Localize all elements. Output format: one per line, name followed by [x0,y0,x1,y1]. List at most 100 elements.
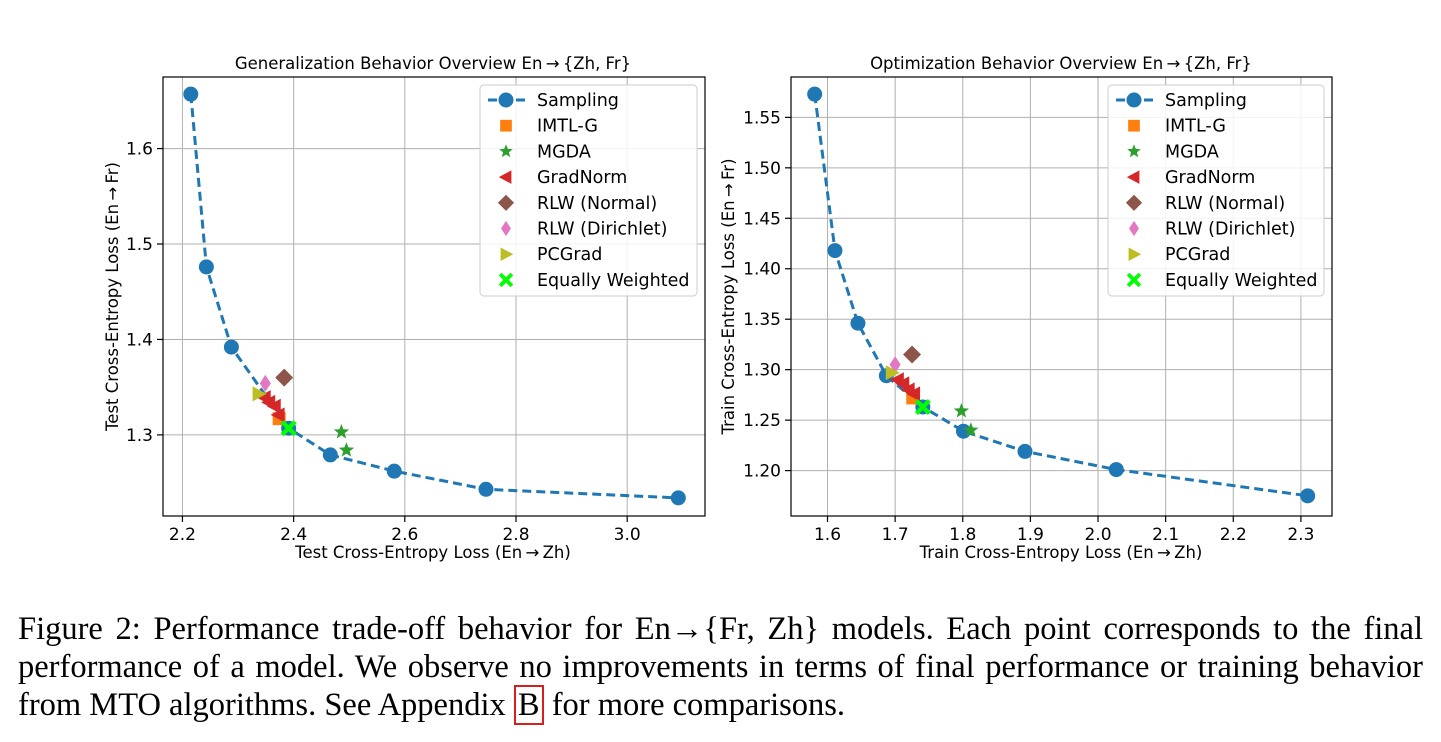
chart1-legend: Sampling IMTL-G MGDA GradNorm RLW (Normal) RL… [479,84,698,297]
chart1-series-pcgrad [252,386,267,402]
chart1-legend-label: Sampling [537,91,619,111]
chart1-point-pcgrad [252,386,267,402]
chart2-y-tick-label: 1.40 [743,260,781,280]
chart2-x-tick-label: 1.6 [814,525,841,545]
chart2-y-axis-label: Train Cross-Entropy Loss (En → Fr) [719,158,738,435]
chart2-y-tick-label: 1.25 [743,411,781,431]
chart2-legend-marker-imtl-g [1128,119,1140,132]
chart2-x-tick-label: 2.3 [1287,525,1314,545]
caption-text: Figure 2: Performance trade-off behavior… [18,611,1423,723]
chart2-title: Optimization Behavior Overview En → {Zh,… [870,54,1252,73]
appendix-link[interactable]: B [513,685,544,725]
chart2-x-tick-label: 2.1 [1152,525,1179,545]
chart2-series-rlw-normal [903,345,922,364]
chart2-legend-label: RLW (Normal) [1165,194,1285,214]
chart2-legend-marker-pcgrad [1128,247,1142,261]
chart1-y-tick-label: 1.4 [126,330,153,350]
chart2-point-pcgrad [885,365,900,381]
chart1-series-gradnorm [256,390,285,423]
chart1-point-mgda [338,442,355,457]
chart1-x-tick-label: 2.6 [391,525,418,545]
chart1-x-axis-label: Test Cross-Entropy Loss (En → Zh) [294,543,571,562]
chart2-series-gradnorm [889,372,921,402]
chart2-legend-label: Sampling [1165,91,1247,111]
chart2-legend-marker-rlw-normal [1125,194,1143,211]
chart1-legend-marker-mgda [499,144,513,158]
chart2-y-tick-label: 1.55 [743,108,781,128]
chart1-point-equally-weighted [280,420,297,437]
chart1-x-tick-label: 3.0 [614,525,641,545]
chart2-series-pcgrad [885,365,900,381]
chart1-legend-label: RLW (Dirichlet) [537,220,667,240]
chart1-series-rlw-dirichlet [259,374,271,392]
chart2-y-tick-label: 1.35 [743,310,781,330]
chart2-y-tick-label: 1.45 [743,209,781,229]
chart2-point-sampling [827,243,843,259]
chart2-legend-label: IMTL-G [1165,117,1226,137]
chart1-point-sampling [386,463,402,479]
chart1-y-tick-label: 1.3 [126,426,153,446]
chart1-point-sampling [670,490,686,506]
chart1-point-rlw-dirichlet [259,374,271,392]
chart2-x-tick-label: 1.7 [882,525,909,545]
chart1-legend-marker-rlw-normal [497,194,515,211]
chart1-x-tick-label: 2.4 [280,525,307,545]
chart2-axes-frame [790,76,1333,517]
chart2-y-tick-label: 1.20 [743,462,781,482]
chart2-series-equally-weighted [914,399,931,416]
chart1-legend-marker-sampling [498,92,514,108]
chart1-series-rlw-normal [275,368,294,387]
chart1-point-rlw-normal [275,368,294,387]
chart2-point-sampling [1108,462,1124,478]
chart1-axes-frame [162,76,706,517]
chart1-point-gradnorm [266,398,281,414]
chart2-x-tick-label: 1.9 [1017,525,1044,545]
chart1-point-mgda [333,424,350,439]
chart1-legend-box [479,84,698,297]
chart1-legend-label: Equally Weighted [537,271,689,291]
chart2-legend-marker-sampling [1126,92,1142,108]
chart2-x-tick-label: 2.2 [1220,525,1247,545]
chart2-y-tick-label: 1.30 [743,361,781,381]
chart2-x-tick-label: 1.8 [949,525,976,545]
chart1-series-mgda [333,424,355,457]
chart2-point-sampling [850,315,866,331]
optimization-chart: 1.6 1.7 1.8 1.9 2.0 2.1 2.2 2.3 1.20 1.25 1.30 1.35… [719,54,1333,562]
chart2-series-mgda [953,403,979,437]
chart2-point-gradnorm [906,386,921,402]
chart2-point-mgda [953,403,969,418]
chart1-y-tick-label: 1.5 [126,235,153,255]
chart2-point-sampling [1300,488,1316,504]
figure-caption: Figure 2: Performance trade-off behavior… [18,610,1423,725]
chart2-legend-marker-equally-weighted [1126,272,1142,288]
chart1-point-sampling [183,86,199,102]
chart2-point-sampling [1017,443,1033,459]
generalization-chart: 2.2 2.4 2.6 2.8 3.0 1.3 1.4 1.5 1.6 Generalizatio… [103,54,706,562]
chart2-x-axis-label: Train Cross-Entropy Loss (En → Zh) [919,543,1203,562]
chart1-sampling-line [189,94,679,500]
chart2-legend-label: RLW (Dirichlet) [1165,220,1295,240]
chart1-legend-label: MGDA [537,142,591,162]
chart2-legend-label: GradNorm [1165,168,1255,188]
chart1-point-sampling [198,259,214,275]
chart2-legend-marker-gradnorm [1126,170,1140,184]
chart1-point-sampling [223,339,239,355]
chart2-point-sampling [807,86,823,102]
chart1-y-axis-label: Test Cross-Entropy Loss (En → Fr) [103,162,122,432]
caption-tail: for more comparisons. [543,687,846,723]
chart1-legend-marker-gradnorm [498,170,512,184]
chart2-legend-label: Equally Weighted [1165,271,1317,291]
chart1-legend-label: PCGrad [537,245,602,265]
chart2-point-rlw-normal [903,345,922,364]
chart2-legend-box [1107,84,1325,297]
chart1-legend-marker-pcgrad [500,247,514,261]
chart1-legend-label: IMTL-G [537,117,598,137]
chart2-legend: Sampling IMTL-G MGDA GradNorm RLW (Normal) RL… [1107,84,1325,297]
chart1-point-gradnorm [270,407,285,423]
chart2-x-tick-label: 2.0 [1084,525,1111,545]
figure: 2.2 2.4 2.6 2.8 3.0 1.3 1.4 1.5 1.6 Generalizatio… [103,54,1333,562]
chart2-legend-label: MGDA [1165,142,1219,162]
chart1-legend-marker-rlw-dirichlet [501,220,511,237]
chart1-point-sampling [478,481,494,497]
chart1-series-equally-weighted [280,420,297,437]
